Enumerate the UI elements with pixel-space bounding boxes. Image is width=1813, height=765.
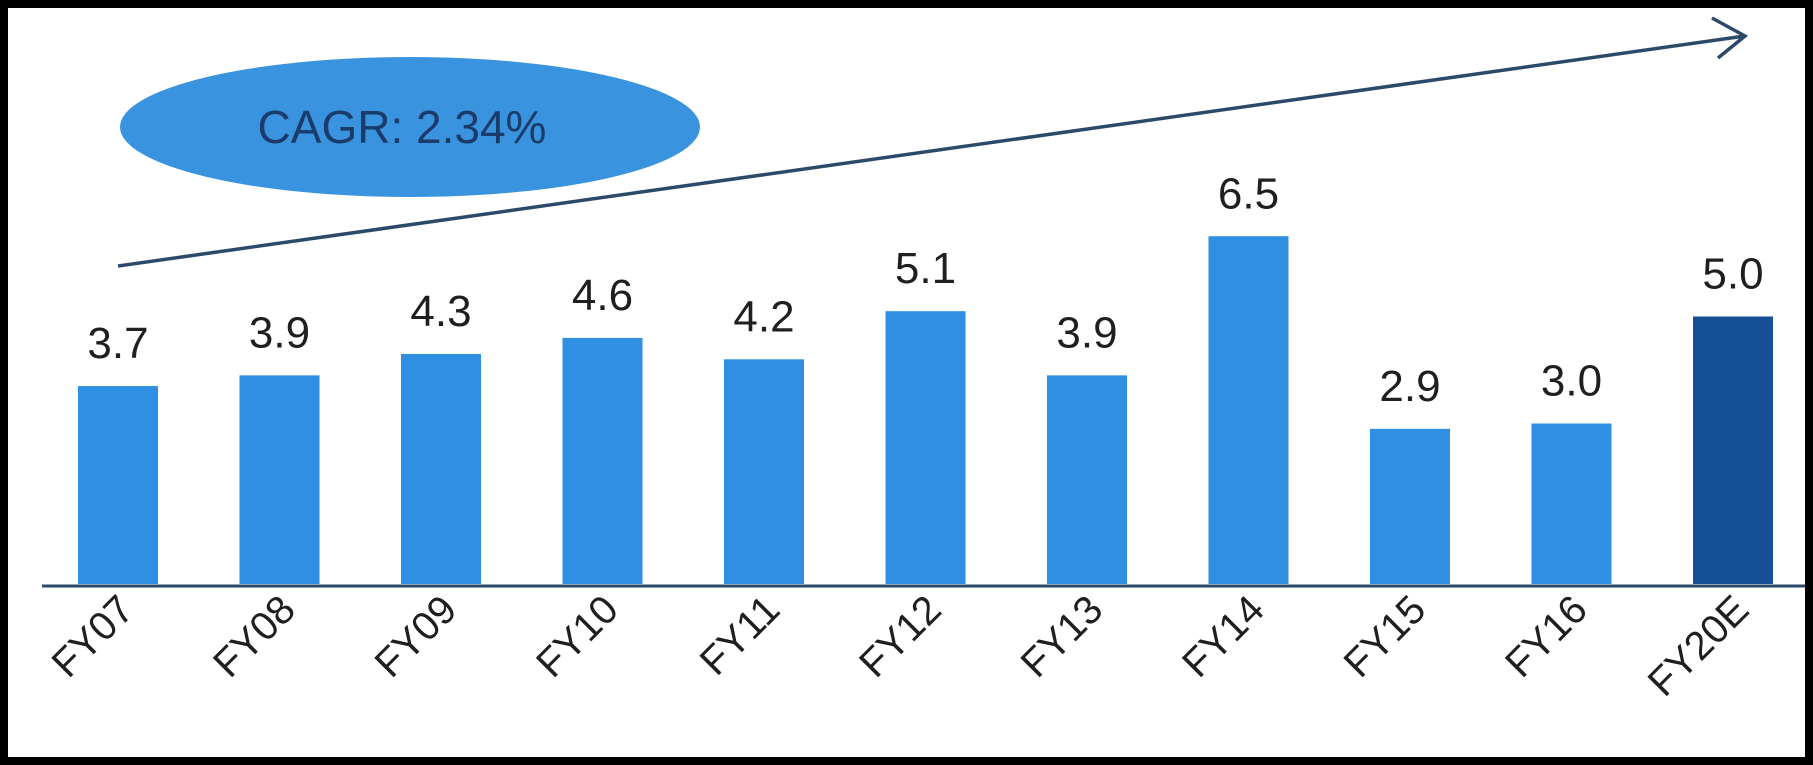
bar-fy07 (78, 386, 158, 584)
bar-fy12 (885, 311, 966, 584)
data-label-fy15: 2.9 (1379, 362, 1440, 411)
bar-fy11 (724, 359, 804, 584)
data-label-fy09: 4.3 (410, 287, 471, 336)
cagr-ellipse (120, 57, 700, 197)
data-label-fy13: 3.9 (1056, 308, 1117, 357)
bar-fy14 (1208, 236, 1289, 584)
bar-fy16 (1531, 423, 1612, 584)
bar-fy13 (1047, 375, 1127, 584)
bar-fy20e (1693, 316, 1773, 584)
bars-layer (78, 236, 1773, 584)
data-label-fy07: 3.7 (87, 319, 148, 368)
data-labels-layer: 3.7 3.9 4.3 4.6 4.2 5.1 3.9 6.5 2.9 3.0 5.0 (87, 169, 1763, 411)
data-label-fy11: 4.2 (733, 292, 794, 341)
data-label-fy10: 4.6 (572, 271, 633, 320)
cagr-label: CAGR: 2.34% (258, 101, 547, 153)
bar-fy09 (401, 353, 481, 584)
bar-fy15 (1370, 428, 1450, 584)
data-label-fy08: 3.9 (249, 308, 310, 357)
trend-arrowhead (1711, 16, 1749, 60)
bar-fy08 (239, 375, 320, 584)
bar-fy10 (562, 337, 643, 584)
data-label-fy16: 3.0 (1541, 357, 1602, 406)
trend-line (117, 34, 1746, 268)
cagr-callout: CAGR: 2.34% (120, 57, 700, 197)
data-label-fy14: 6.5 (1218, 169, 1279, 218)
data-label-fy12: 5.1 (895, 244, 956, 293)
trend-arrow (117, 16, 1749, 268)
data-label-fy20e: 5.0 (1702, 250, 1763, 299)
